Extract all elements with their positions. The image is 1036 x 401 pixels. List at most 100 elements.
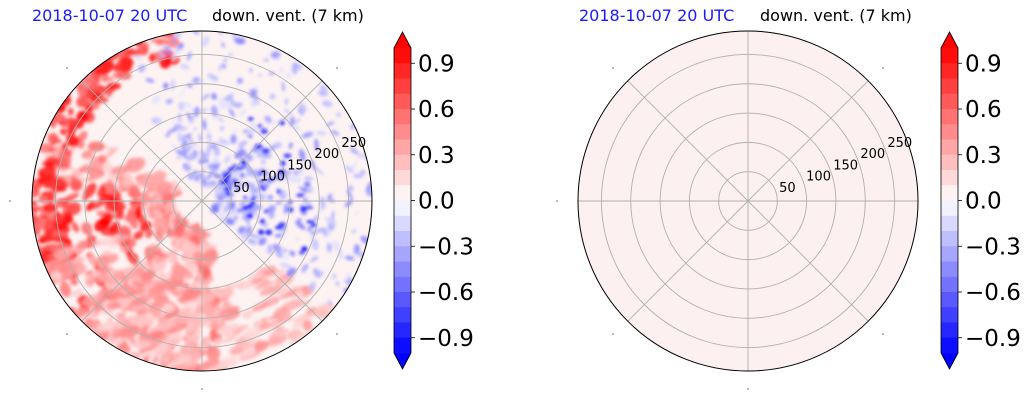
- field-cell: [60, 128, 67, 136]
- field-cell: [152, 95, 161, 104]
- field-cell: [91, 197, 109, 210]
- field-cell: [149, 53, 156, 63]
- field-cell: [336, 112, 341, 118]
- colorbar-tick-label: −0.3: [418, 234, 474, 260]
- field-cell: [177, 156, 181, 160]
- field-cell: [276, 188, 281, 195]
- colorbar-level: [394, 200, 411, 217]
- field-cell: [360, 169, 366, 175]
- field-cell: [338, 255, 344, 260]
- field-cell: [183, 139, 189, 146]
- field-cell: [103, 146, 119, 160]
- field-cell: [101, 307, 115, 315]
- field-cell: [317, 270, 324, 277]
- field-cell: [178, 105, 185, 111]
- field-cell: [197, 108, 208, 113]
- field-cell: [80, 98, 92, 107]
- field-cell: [55, 185, 67, 192]
- colorbar-extend-max: [394, 32, 411, 48]
- field-cell: [211, 93, 217, 100]
- field-cell: [299, 148, 306, 162]
- field-cell: [251, 195, 257, 200]
- field-cell: [84, 317, 93, 324]
- field-cell: [314, 138, 319, 152]
- field-cell: [209, 165, 215, 171]
- field-cell: [278, 189, 287, 200]
- field-cell: [85, 105, 94, 113]
- panel-1-variable: down. vent. (7 km): [212, 6, 364, 25]
- field-cell: [224, 95, 234, 103]
- field-cell: [310, 223, 317, 227]
- field-cell: [225, 217, 235, 226]
- field-cell: [195, 178, 200, 181]
- field-cell: [275, 200, 283, 205]
- field-cell: [221, 301, 232, 309]
- field-cell: [349, 147, 359, 155]
- field-cell: [313, 214, 319, 222]
- angular-gridline-315: [747, 200, 869, 322]
- field-cell: [178, 112, 182, 123]
- field-cell: [244, 182, 256, 188]
- field-cell: [184, 163, 190, 170]
- field-cell: [234, 37, 246, 45]
- field-cell: [145, 78, 155, 83]
- colorbar-level: [394, 48, 411, 64]
- field-cell: [303, 181, 311, 188]
- field-cell: [273, 174, 286, 180]
- colorbar-level: [394, 337, 411, 354]
- field-cell: [139, 215, 146, 225]
- field-cell: [69, 177, 83, 192]
- field-cell: [265, 229, 273, 236]
- field-cell: [255, 85, 260, 94]
- field-cell: [301, 263, 309, 273]
- angular-gridline-45: [747, 80, 869, 202]
- field-cell: [71, 222, 80, 233]
- radial-tick-label: 200: [860, 147, 885, 162]
- field-cell: [40, 172, 53, 183]
- field-cell: [214, 146, 220, 157]
- field-cell: [258, 229, 264, 235]
- field-cell: [213, 337, 224, 345]
- field-cell: [249, 68, 253, 73]
- field-cell: [266, 334, 288, 347]
- field-cell: [222, 186, 232, 192]
- field-cell: [181, 133, 193, 139]
- panel-2-time: 2018-10-07 20 UTC: [579, 6, 735, 25]
- field-cell: [95, 321, 115, 333]
- field-cell: [172, 35, 175, 46]
- field-cell: [258, 320, 281, 331]
- field-cell: [175, 33, 182, 39]
- field-cell: [275, 248, 283, 259]
- corner-dot: [612, 333, 614, 335]
- field-cell: [254, 144, 263, 150]
- field-cell: [179, 64, 190, 70]
- field-cell: [242, 310, 253, 319]
- field-cell: [319, 196, 326, 210]
- field-cell: [153, 278, 171, 287]
- field-cell: [259, 317, 269, 323]
- field-cell: [57, 118, 73, 124]
- field-cell: [296, 166, 305, 177]
- field-cell: [70, 289, 84, 297]
- field-cell: [236, 77, 243, 84]
- field-cell: [249, 189, 253, 194]
- field-cell: [262, 268, 278, 277]
- colorbar-extend-min: [941, 353, 958, 369]
- colorbar-level: [941, 154, 958, 171]
- field-cell: [136, 173, 156, 187]
- field-cell: [347, 185, 354, 192]
- angular-gridline-225: [81, 200, 203, 322]
- field-cell: [221, 42, 225, 49]
- field-cell: [238, 140, 248, 148]
- corner-dot: [9, 200, 11, 202]
- field-cell: [54, 211, 62, 218]
- field-cell: [171, 143, 178, 153]
- field-cell: [257, 124, 262, 128]
- field-cell: [117, 56, 134, 69]
- field-cell: [197, 359, 220, 371]
- field-cell: [107, 276, 121, 286]
- field-cell: [78, 131, 88, 140]
- field-cell: [260, 168, 270, 177]
- field-cell: [51, 231, 64, 237]
- field-cell: [176, 308, 192, 317]
